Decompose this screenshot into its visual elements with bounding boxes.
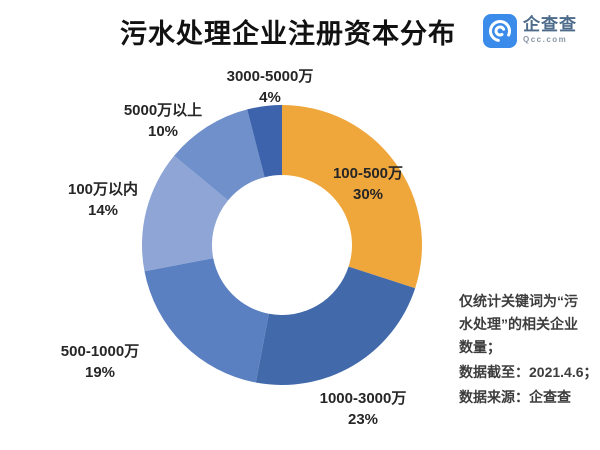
segment-name: 1000-3000万 (319, 390, 407, 407)
chart-title: 污水处理企业注册资本分布 (120, 19, 456, 49)
segment-name: 5000万以上 (123, 102, 203, 119)
qcc-logo-domain: Qcc.com (523, 35, 568, 44)
qcc-logo-texts: 企查查 Qcc.com (523, 15, 577, 45)
pie-segment-0 (282, 105, 423, 289)
segment-pct: 4% (259, 89, 281, 106)
segment-pct: 14% (87, 202, 119, 219)
pie-segment-3 (142, 155, 229, 272)
segment-label-under-100: 100万以内 14% (28, 179, 178, 221)
qcc-logo: 企查查 Qcc.com (483, 13, 595, 51)
segment-label-3000-5000: 3000-5000万 4% (185, 66, 355, 108)
pie-segment-1 (255, 266, 416, 385)
segment-pct: 30% (352, 186, 384, 203)
pie-segment-4 (174, 109, 265, 201)
segment-name: 100万以内 (67, 181, 139, 198)
donut-segments (142, 105, 423, 385)
segment-name: 500-1000万 (60, 343, 140, 360)
note-line-date: 数据截至：2021.4.6； (459, 364, 598, 380)
segment-pct: 19% (84, 364, 116, 381)
segment-label-500-1000: 500-1000万 19% (15, 341, 185, 383)
segment-pct: 10% (147, 123, 179, 140)
qcc-logo-icon (483, 14, 517, 48)
note-line: 水处理”的相关企业 (459, 316, 578, 332)
segment-label-100-500: 100-500万 30% (293, 163, 443, 205)
note-line: 数量； (459, 339, 501, 355)
note-line-source: 数据来源：企查查 (459, 389, 571, 405)
segment-pct: 23% (347, 411, 379, 428)
segment-label-1000-3000: 1000-3000万 23% (278, 388, 448, 430)
segment-label-over-5000: 5000万以上 10% (83, 100, 243, 142)
qcc-logo-name: 企查查 (523, 15, 577, 34)
segment-name: 3000-5000万 (226, 68, 314, 85)
pie-segment-2 (144, 258, 269, 383)
source-note: 仅统计关键词为“污 水处理”的相关企业 数量； 数据截至：2021.4.6； 数… (459, 290, 598, 409)
pie-segment-5 (247, 105, 282, 178)
note-line: 仅统计关键词为“污 (459, 293, 578, 309)
segment-name: 100-500万 (332, 165, 404, 182)
